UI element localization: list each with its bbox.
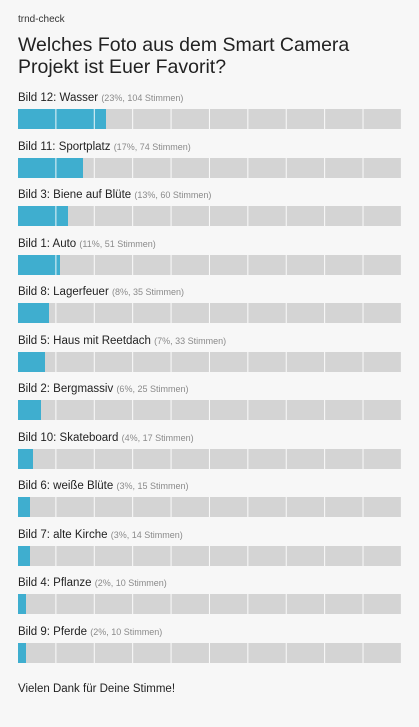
result-bar [18,400,402,420]
poll-option-label: Bild 6: weiße Blüte [18,480,114,492]
poll-option-6: Bild 5: Haus mit Reetdach (7%, 33 Stimme… [18,331,403,380]
poll-option-2: Bild 11: Sportplatz (17%, 74 Stimmen) [18,137,403,186]
poll-option-12: Bild 9: Pferde (2%, 10 Stimmen) [18,622,403,671]
poll-option-result: (2%, 10 Stimmen) [90,626,163,637]
poll-option-label: Bild 8: Lagerfeuer [18,286,109,298]
poll-option-9: Bild 6: weiße Blüte (3%, 15 Stimmen) [18,476,403,525]
brand-label: trnd-check [18,14,65,25]
poll-option-result: (3%, 15 Stimmen) [116,481,189,491]
result-bar [18,642,402,663]
poll-option-4: Bild 1: Auto (11%, 51 Stimmen) [18,234,403,283]
result-bar-fill [18,400,42,420]
poll-option-result: (8%, 35 Stimmen) [112,287,185,297]
poll-option-label: Bild 7: alte Kirche [18,528,108,541]
thank-you-message: Vielen Dank für Deine Stimme! [18,683,176,695]
poll-option-label: Bild 1: Auto [18,237,77,250]
poll-option-text: Bild 2: Bergmassiv (6%, 25 Stimmen) [18,382,403,396]
result-bar-fill [18,109,107,129]
poll-option-text: Bild 12: Wasser (23%, 104 Stimmen) [18,91,403,105]
result-bar-grid [18,545,402,566]
result-bar-fill [18,448,34,469]
result-bar-grid [18,351,402,372]
poll-option-1: Bild 12: Wasser (23%, 104 Stimmen) [18,88,403,137]
poll-option-text: Bild 10: Skateboard (4%, 17 Stimmen) [18,431,403,445]
result-bar-grid [18,400,402,420]
result-bar-fill [18,545,30,566]
poll-option-result: (6%, 25 Stimmen) [116,384,189,394]
result-bar-grid [18,448,402,469]
poll-option-result: (7%, 33 Stimmen) [154,335,227,346]
poll-option-text: Bild 5: Haus mit Reetdach (7%, 33 Stimme… [18,334,403,348]
result-bar-fill [18,642,26,663]
poll-option-result: (4%, 17 Stimmen) [121,432,194,443]
poll-option-result: (13%, 60 Stimmen) [134,190,212,200]
poll-option-label: Bild 12: Wasser [18,92,99,104]
result-bar-grid [18,303,402,323]
poll-option-text: Bild 6: weiße Blüte (3%, 15 Stimmen) [18,479,403,493]
result-bar [18,254,402,275]
poll-option-label: Bild 5: Haus mit Reetdach [18,334,151,347]
poll-option-10: Bild 7: alte Kirche (3%, 14 Stimmen) [18,525,403,574]
result-bar-fill [18,157,84,178]
result-bar-fill [18,497,30,517]
result-bar [18,206,402,226]
result-bar-fill [18,594,26,614]
poll-option-5: Bild 8: Lagerfeuer (8%, 35 Stimmen) [18,282,403,331]
result-bar [18,109,402,129]
poll-option-3: Bild 3: Biene auf Blüte (13%, 60 Stimmen… [18,185,403,234]
poll-option-result: (2%, 10 Stimmen) [94,578,167,588]
poll-option-8: Bild 10: Skateboard (4%, 17 Stimmen) [18,428,403,477]
result-bar [18,448,402,469]
poll-option-result: (17%, 74 Stimmen) [113,141,191,152]
poll-results-list: Bild 12: Wasser (23%, 104 Stimmen) Bild … [18,88,403,670]
result-bar-grid [18,206,402,226]
poll-option-label: Bild 11: Sportplatz [18,140,111,153]
poll-option-result: (23%, 104 Stimmen) [101,93,184,103]
poll-option-result: (11%, 51 Stimmen) [79,238,156,249]
poll-option-text: Bild 1: Auto (11%, 51 Stimmen) [18,237,403,251]
poll-option-label: Bild 10: Skateboard [18,431,119,444]
poll-option-label: Bild 2: Bergmassiv [18,383,114,395]
result-bar-grid [18,254,402,275]
result-bar [18,303,402,323]
poll-option-11: Bild 4: Pflanze (2%, 10 Stimmen) [18,573,403,622]
result-bar-fill [18,303,49,323]
result-bar [18,497,402,517]
result-bar-grid [18,594,402,614]
poll-option-text: Bild 11: Sportplatz (17%, 74 Stimmen) [18,140,403,154]
result-bar [18,545,402,566]
result-bar [18,594,402,614]
poll-option-text: Bild 3: Biene auf Blüte (13%, 60 Stimmen… [18,188,403,202]
result-bar-grid [18,497,402,517]
result-bar-grid [18,642,402,663]
poll-option-text: Bild 8: Lagerfeuer (8%, 35 Stimmen) [18,285,403,299]
poll-question: Welches Foto aus dem Smart Camera Projek… [18,34,350,78]
poll-option-label: Bild 3: Biene auf Blüte [18,189,132,201]
poll-option-text: Bild 9: Pferde (2%, 10 Stimmen) [18,625,403,639]
poll-option-label: Bild 9: Pferde [18,625,88,638]
poll-option-7: Bild 2: Bergmassiv (6%, 25 Stimmen) [18,379,403,428]
poll-option-text: Bild 4: Pflanze (2%, 10 Stimmen) [18,576,403,590]
poll-option-result: (3%, 14 Stimmen) [110,529,183,540]
result-bar [18,351,402,372]
poll-option-text: Bild 7: alte Kirche (3%, 14 Stimmen) [18,528,403,542]
poll-option-label: Bild 4: Pflanze [18,577,92,589]
result-bar [18,157,402,178]
result-bar-fill [18,254,61,275]
result-bar-fill [18,351,45,372]
result-bar-fill [18,206,68,226]
